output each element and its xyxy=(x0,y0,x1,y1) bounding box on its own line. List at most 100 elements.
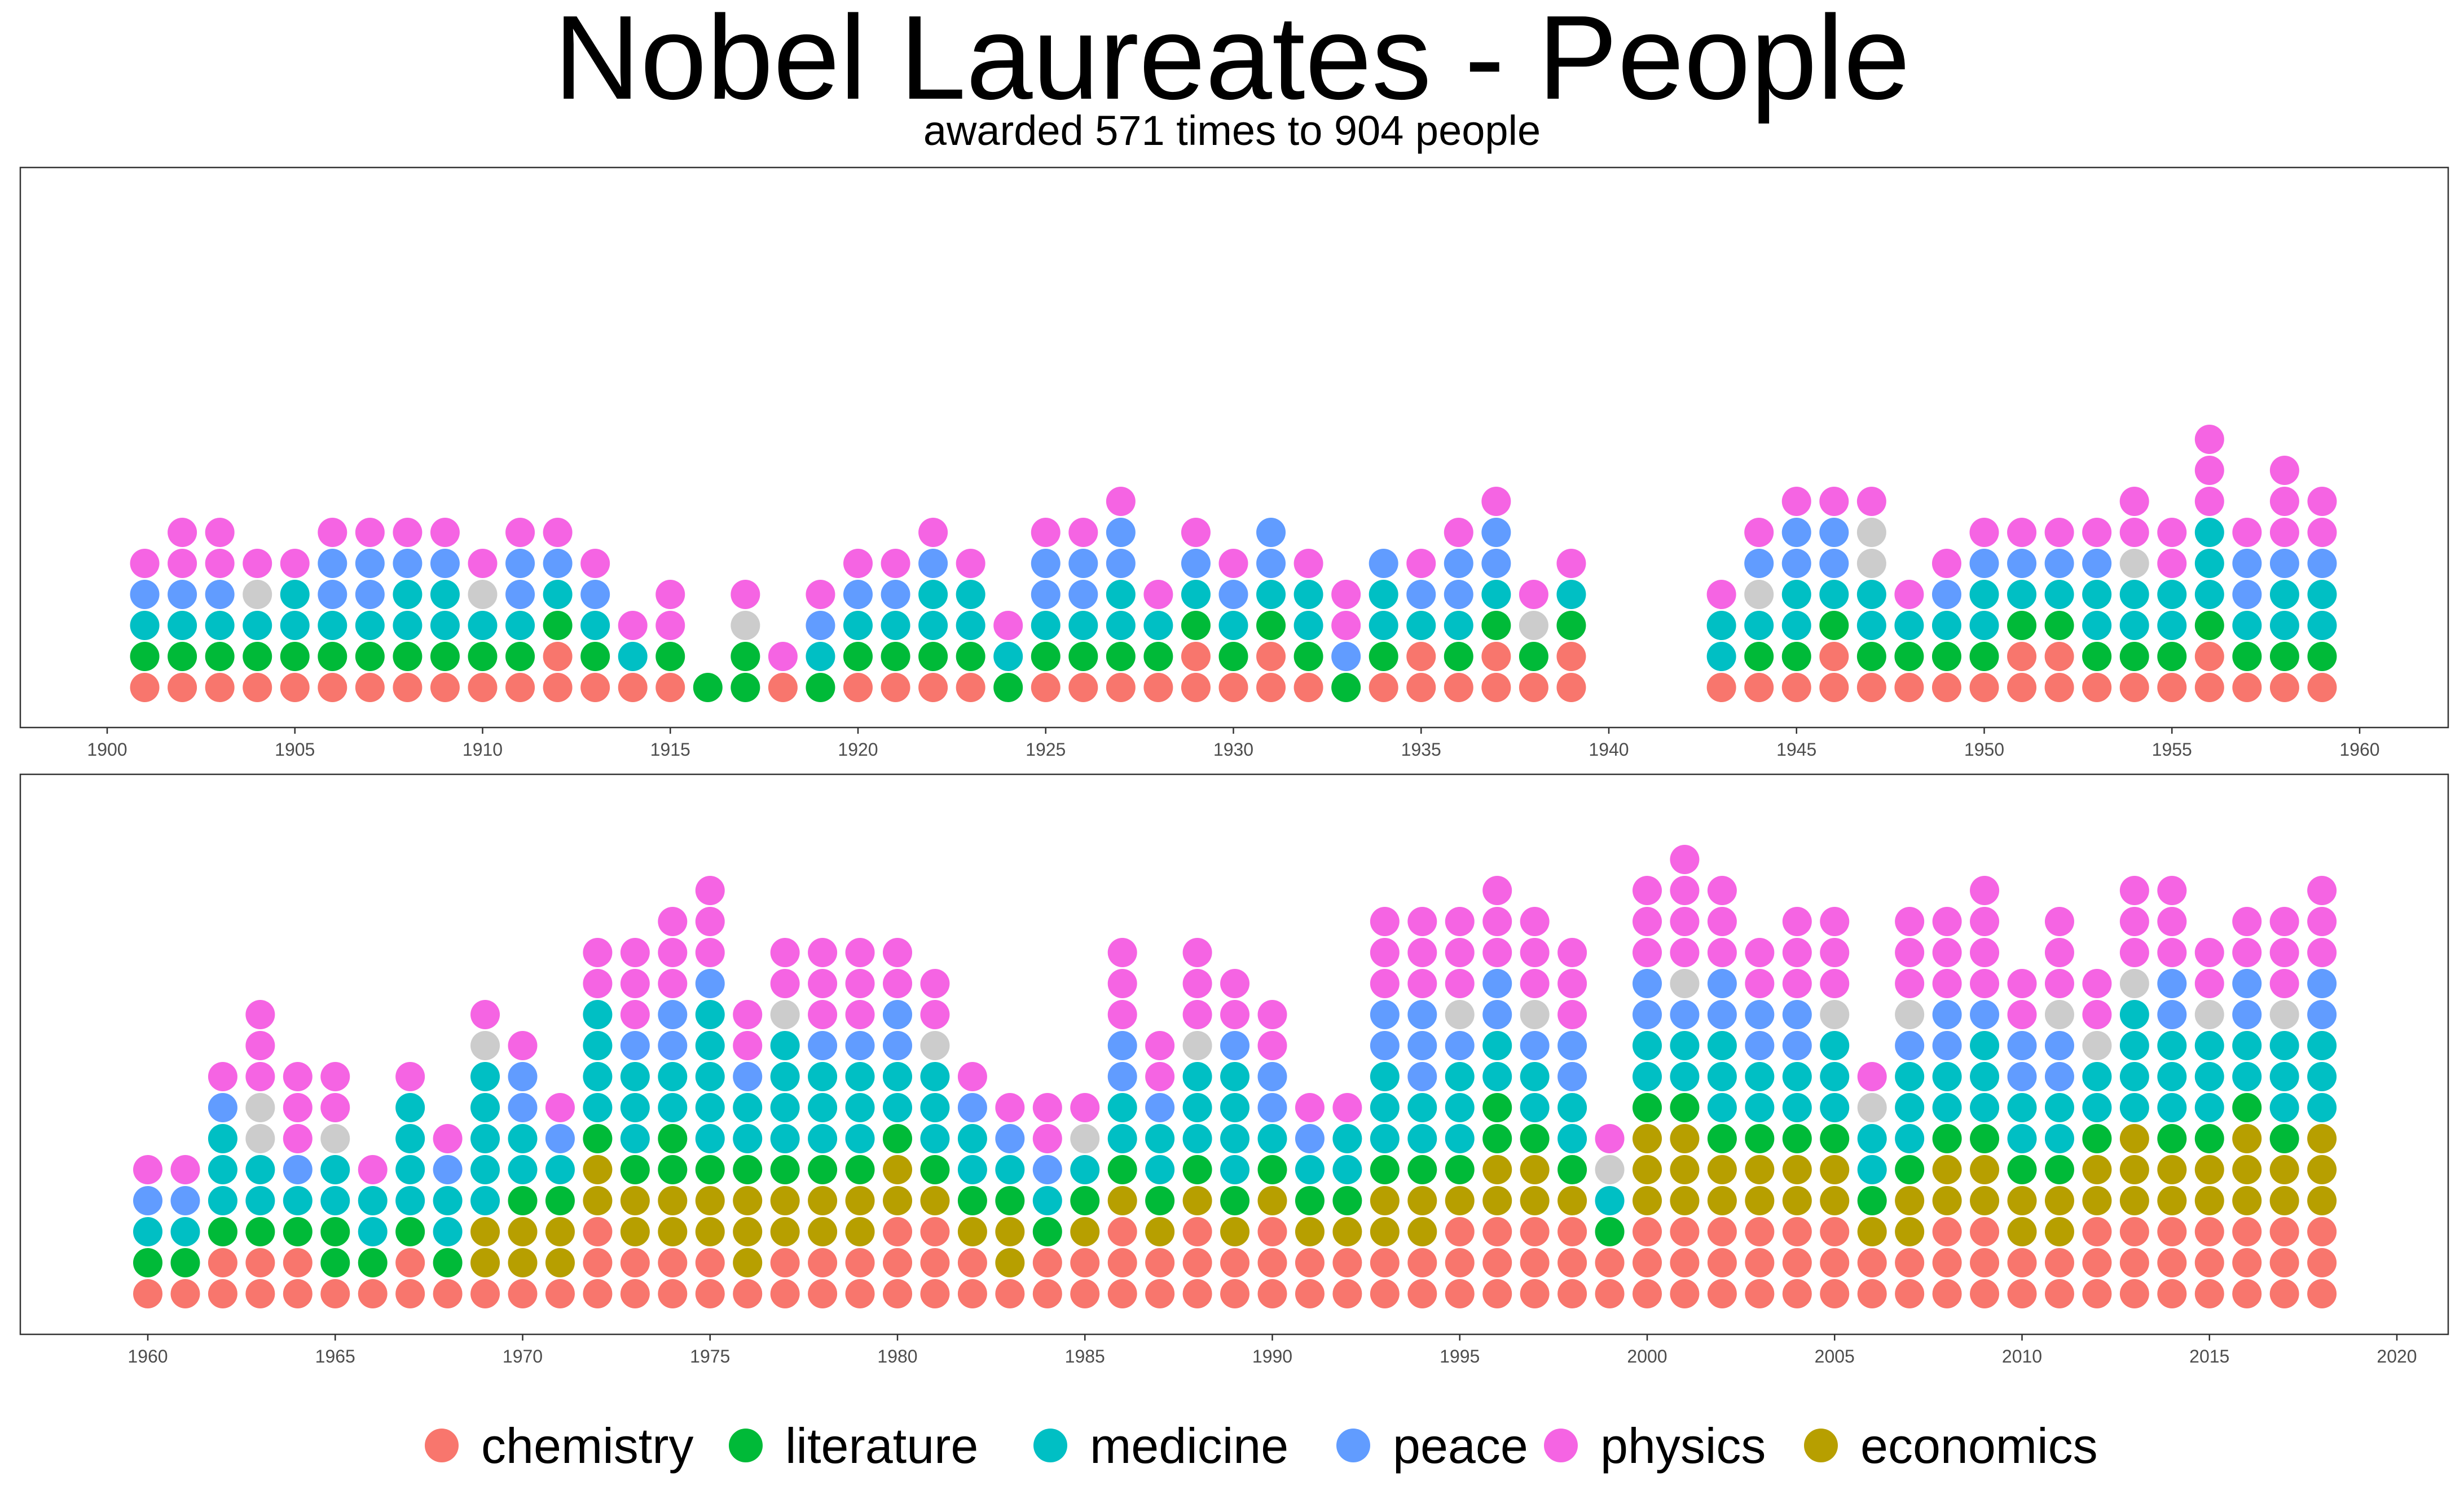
dot-physics-1976 xyxy=(733,1031,763,1060)
dot-medicine-1960 xyxy=(133,1217,162,1246)
dot-economics-2000 xyxy=(1633,1124,1662,1153)
dot-other-1985 xyxy=(1070,1124,1100,1153)
dot-physics-1995 xyxy=(1445,907,1475,936)
dot-physics-1978 xyxy=(808,1000,838,1029)
dot-chemistry-1995 xyxy=(1445,1217,1475,1246)
chart-subtitle: awarded 571 times to 904 people xyxy=(923,107,1541,154)
dot-physics-1986 xyxy=(1107,938,1137,967)
dot-medicine-2014 xyxy=(2157,1062,2187,1091)
dot-physics-1958 xyxy=(2269,456,2299,485)
dot-medicine-1922 xyxy=(918,580,948,609)
dot-medicine-1972 xyxy=(583,1000,613,1029)
legend-swatch-economics xyxy=(1804,1429,1838,1462)
dot-other-1981 xyxy=(920,1031,950,1060)
dot-physics-1987 xyxy=(1145,1031,1175,1060)
dot-physics-1915 xyxy=(655,580,685,609)
dot-physics-1975 xyxy=(695,938,725,967)
dot-peace-1920 xyxy=(843,580,873,609)
dot-economics-1973 xyxy=(620,1217,650,1246)
dot-medicine-1955 xyxy=(2157,611,2187,640)
dot-chemistry-1977 xyxy=(770,1279,800,1308)
dot-economics-1971 xyxy=(545,1217,575,1246)
dot-literature-1963 xyxy=(245,1217,275,1246)
dot-medicine-1977 xyxy=(770,1124,800,1153)
legend-label-chemistry: chemistry xyxy=(481,1418,694,1474)
dot-literature-1904 xyxy=(243,642,272,671)
dot-physics-2018 xyxy=(2307,907,2337,936)
dot-chemistry-1983 xyxy=(995,1279,1025,1308)
dot-physics-2011 xyxy=(2044,907,2074,936)
dot-medicine-1944 xyxy=(1744,611,1774,640)
dot-economics-1994 xyxy=(1407,1186,1437,1215)
dot-other-1963 xyxy=(245,1093,275,1122)
dot-medicine-1964 xyxy=(283,1186,313,1215)
dot-chemistry-1995 xyxy=(1445,1248,1475,1277)
dot-chemistry-1964 xyxy=(283,1279,313,1308)
dot-medicine-2015 xyxy=(2194,1093,2224,1122)
dot-literature-1996 xyxy=(1482,1093,1512,1122)
dot-literature-2000 xyxy=(1633,1093,1662,1122)
dot-chemistry-1937 xyxy=(1481,673,1511,702)
dot-medicine-2003 xyxy=(1745,1093,1775,1122)
dot-literature-1962 xyxy=(208,1217,237,1246)
x-tick-label: 1935 xyxy=(1401,739,1441,760)
dot-economics-2012 xyxy=(2082,1186,2112,1215)
dot-peace-1903 xyxy=(205,580,235,609)
dot-peace-1974 xyxy=(658,1031,688,1060)
dot-medicine-2007 xyxy=(1895,1093,1925,1122)
dot-literature-1916 xyxy=(693,673,723,702)
dot-literature-2017 xyxy=(2269,1124,2299,1153)
dot-medicine-1986 xyxy=(1107,1124,1137,1153)
dot-physics-2013 xyxy=(2119,938,2149,967)
dot-chemistry-1912 xyxy=(543,642,573,671)
dot-peace-2002 xyxy=(1707,1000,1737,1029)
dot-peace-2000 xyxy=(1633,969,1662,998)
dot-chemistry-1981 xyxy=(920,1248,950,1277)
dot-chemistry-2013 xyxy=(2119,1217,2149,1246)
dot-chemistry-1974 xyxy=(658,1248,688,1277)
dot-economics-2017 xyxy=(2269,1155,2299,1184)
dot-physics-1954 xyxy=(2119,518,2149,547)
dot-chemistry-2007 xyxy=(1895,1279,1925,1308)
dot-peace-1970 xyxy=(508,1093,538,1122)
dot-physics-1921 xyxy=(881,549,910,578)
dot-chemistry-1993 xyxy=(1370,1248,1400,1277)
dot-chemistry-1997 xyxy=(1520,1279,1550,1308)
dot-economics-1988 xyxy=(1182,1186,1212,1215)
dot-literature-1917 xyxy=(731,642,760,671)
dot-peace-1931 xyxy=(1256,518,1286,547)
dot-physics-1955 xyxy=(2157,549,2187,578)
dot-physics-1980 xyxy=(883,969,912,998)
dot-chemistry-2000 xyxy=(1633,1279,1662,1308)
dot-chemistry-1951 xyxy=(2007,673,2037,702)
dot-peace-1993 xyxy=(1370,1000,1400,1029)
dot-medicine-1969 xyxy=(470,1093,500,1122)
dot-economics-1991 xyxy=(1295,1217,1325,1246)
dot-chemistry-1975 xyxy=(695,1248,725,1277)
dot-chemistry-1981 xyxy=(920,1217,950,1246)
dot-medicine-1956 xyxy=(2194,549,2224,578)
dot-literature-1903 xyxy=(205,642,235,671)
dot-physics-1963 xyxy=(245,1000,275,1029)
dot-medicine-1981 xyxy=(920,1093,950,1122)
dot-peace-2018 xyxy=(2307,969,2337,998)
dot-physics-1907 xyxy=(355,518,385,547)
dot-peace-1962 xyxy=(208,1093,237,1122)
dot-physics-1953 xyxy=(2082,518,2112,547)
dot-economics-2013 xyxy=(2119,1186,2149,1215)
dot-chemistry-1911 xyxy=(505,673,535,702)
dot-economics-2001 xyxy=(1670,1124,1700,1153)
dot-peace-1991 xyxy=(1295,1124,1325,1153)
legend-label-economics: economics xyxy=(1860,1418,2098,1474)
dot-physics-1905 xyxy=(280,549,310,578)
dot-physics-1965 xyxy=(320,1062,350,1091)
dot-physics-1993 xyxy=(1370,938,1400,967)
dot-physics-1969 xyxy=(470,1000,500,1029)
dot-peace-1973 xyxy=(620,1031,650,1060)
dot-peace-2008 xyxy=(1932,1031,1962,1060)
dot-chemistry-2016 xyxy=(2232,1279,2262,1308)
dot-economics-1973 xyxy=(620,1186,650,1215)
dot-chemistry-1909 xyxy=(430,673,460,702)
dot-medicine-1914 xyxy=(618,642,648,671)
x-tick-label: 1930 xyxy=(1213,739,1253,760)
